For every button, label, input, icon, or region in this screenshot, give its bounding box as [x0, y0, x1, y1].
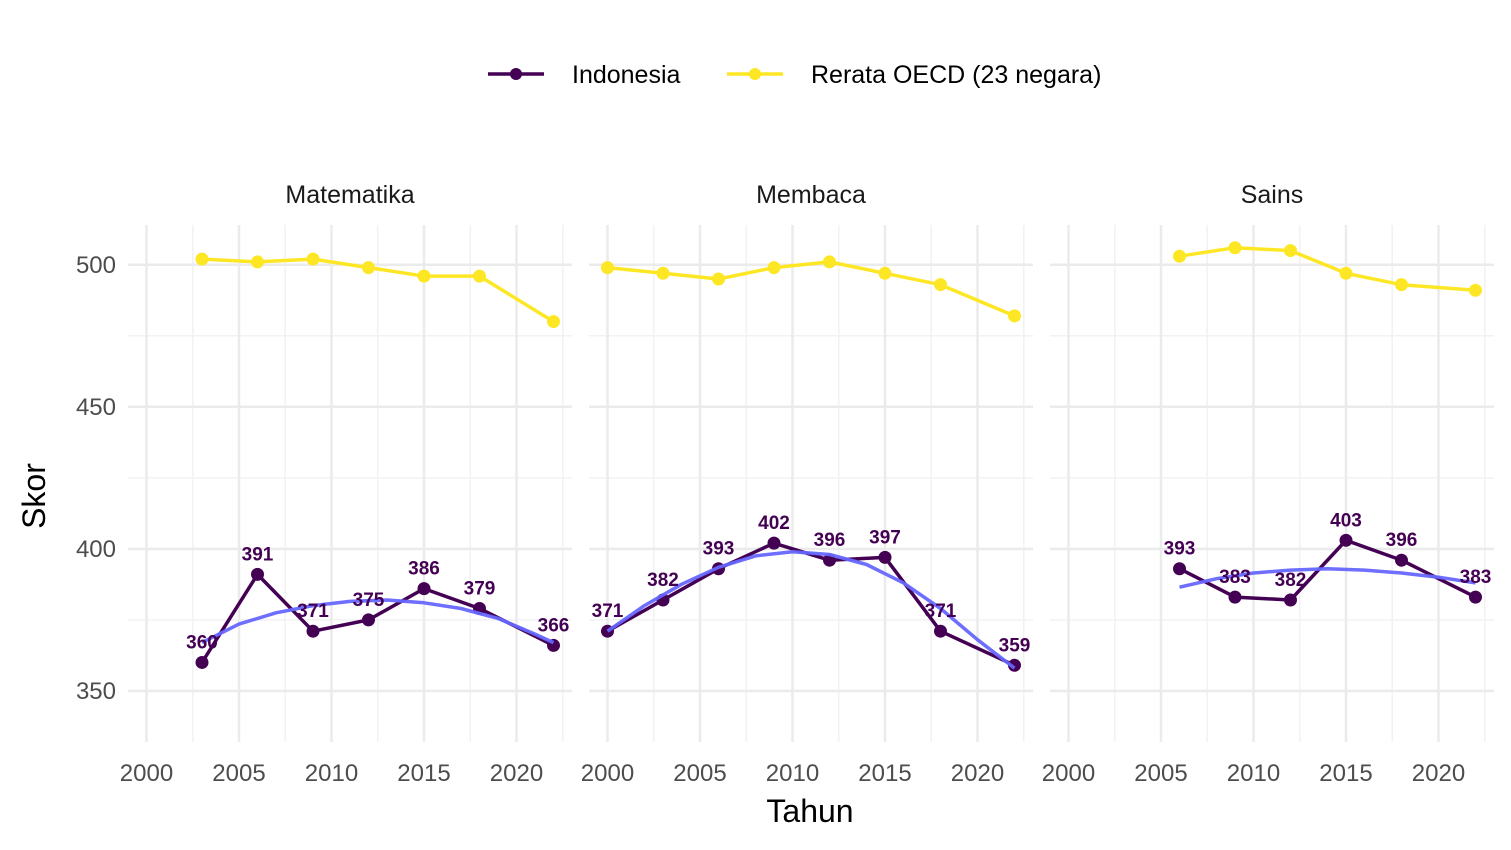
x-tick-label: 2020 — [1412, 760, 1465, 787]
data-point-indonesia — [1395, 553, 1408, 567]
panel-title: Sains — [1241, 181, 1304, 209]
data-point-indonesia — [1339, 533, 1353, 547]
x-tick-label: 2005 — [673, 760, 726, 787]
series-line-oecd — [607, 260, 1016, 318]
data-point-indonesia — [767, 536, 781, 550]
data-label-indonesia: 375 — [353, 590, 385, 611]
data-label-indonesia: 403 — [1330, 510, 1362, 531]
y-axis-title: Skor — [16, 463, 52, 529]
data-point-indonesia — [1469, 590, 1482, 604]
panel-matematika: Matematika 2000 2005 2010 2015 2020 350 400 450 5… — [76, 181, 572, 787]
panel-membaca: Membaca 2000 2005 2010 2015 2020 371 382 393 402 3… — [581, 181, 1033, 787]
x-tick-label: 2010 — [1227, 760, 1280, 787]
x-tick-label: 2000 — [581, 760, 634, 787]
panel-title: Membaca — [756, 181, 866, 209]
y-tick-label: 450 — [76, 394, 116, 421]
data-point-oecd — [306, 252, 320, 266]
data-point-oecd — [656, 266, 670, 280]
data-point-indonesia — [1284, 593, 1297, 607]
data-point-oecd — [417, 269, 431, 283]
x-tick-label: 2010 — [305, 760, 358, 787]
data-label-indonesia: 393 — [703, 539, 735, 560]
data-point-oecd — [1284, 244, 1297, 258]
data-point-oecd — [547, 315, 560, 329]
x-tick-label: 2015 — [397, 760, 450, 787]
legend: Indonesia Rerata OECD (23 negara) — [488, 61, 1101, 89]
data-point-oecd — [1395, 278, 1408, 292]
data-label-indonesia: 360 — [186, 632, 218, 653]
data-point-oecd — [362, 261, 375, 275]
legend-label: Indonesia — [572, 61, 681, 89]
x-tick-label: 2005 — [1134, 760, 1187, 787]
data-point-oecd — [1008, 309, 1021, 323]
data-point-indonesia — [417, 582, 431, 596]
data-point-oecd — [767, 261, 781, 275]
facet-panels: Matematika 2000 2005 2010 2015 2020 350 400 450 5… — [76, 181, 1494, 787]
data-label-indonesia: 397 — [869, 527, 901, 548]
panel-sains: Sains 2000 2005 2010 2015 2020 393 383 382 403 396… — [1042, 181, 1494, 787]
trend-line — [1179, 566, 1476, 589]
data-label-indonesia: 402 — [758, 513, 790, 534]
legend-item-indonesia: Indonesia — [488, 61, 681, 89]
x-tick-label: 2015 — [858, 760, 911, 787]
x-tick-label: 2020 — [490, 760, 543, 787]
data-point-indonesia — [1008, 658, 1021, 672]
data-label-indonesia: 383 — [1460, 567, 1492, 588]
y-tick-label: 500 — [76, 252, 116, 279]
data-point-oecd — [473, 269, 486, 283]
data-point-indonesia — [1173, 562, 1186, 576]
data-point-oecd — [934, 278, 947, 292]
data-point-indonesia — [362, 613, 375, 627]
legend-label: Rerata OECD (23 negara) — [811, 61, 1101, 89]
x-tick-label: 2010 — [766, 760, 819, 787]
data-point-indonesia — [934, 624, 947, 638]
legend-item-oecd: Rerata OECD (23 negara) — [727, 61, 1101, 89]
x-axis-title: Tahun — [766, 793, 853, 829]
data-point-indonesia — [878, 550, 892, 564]
data-label-indonesia: 371 — [592, 601, 624, 622]
x-tick-label: 2015 — [1319, 760, 1372, 787]
trend-line — [201, 598, 555, 645]
data-point-oecd — [878, 266, 892, 280]
data-point-indonesia — [1228, 590, 1242, 604]
data-label-indonesia: 382 — [1275, 570, 1307, 591]
data-label-indonesia: 359 — [999, 635, 1031, 656]
x-tick-label: 2020 — [951, 760, 1004, 787]
legend-swatch-point — [749, 68, 761, 80]
x-tick-label: 2005 — [212, 760, 265, 787]
data-point-oecd — [823, 255, 836, 269]
data-label-indonesia: 382 — [647, 570, 679, 591]
data-point-indonesia — [251, 567, 264, 581]
data-label-indonesia: 386 — [408, 559, 440, 580]
data-point-oecd — [1469, 283, 1482, 297]
data-point-oecd — [601, 261, 614, 275]
data-label-indonesia: 371 — [925, 601, 957, 622]
data-label-indonesia: 393 — [1164, 539, 1196, 560]
data-point-oecd — [712, 272, 725, 286]
data-point-oecd — [1339, 266, 1353, 280]
legend-swatch-point — [510, 68, 522, 80]
data-point-oecd — [251, 255, 264, 269]
x-tick-label: 2000 — [1042, 760, 1095, 787]
y-tick-label: 400 — [76, 536, 116, 563]
data-point-oecd — [1228, 241, 1242, 255]
data-label-indonesia: 366 — [538, 615, 570, 636]
data-label-indonesia: 371 — [297, 601, 329, 622]
data-label-indonesia: 396 — [814, 530, 846, 551]
x-tick-label: 2000 — [120, 760, 173, 787]
data-label-indonesia: 383 — [1219, 567, 1251, 588]
data-label-indonesia: 391 — [242, 544, 274, 565]
series-line-oecd — [1179, 245, 1476, 293]
y-tick-label: 350 — [76, 678, 116, 705]
data-label-indonesia: 396 — [1386, 530, 1418, 551]
data-point-oecd — [1173, 249, 1186, 263]
data-point-indonesia — [306, 624, 320, 638]
panel-title: Matematika — [285, 181, 414, 209]
data-point-indonesia — [195, 655, 209, 669]
data-label-indonesia: 379 — [464, 578, 496, 599]
trend-line — [606, 549, 1016, 670]
data-point-oecd — [195, 252, 209, 266]
